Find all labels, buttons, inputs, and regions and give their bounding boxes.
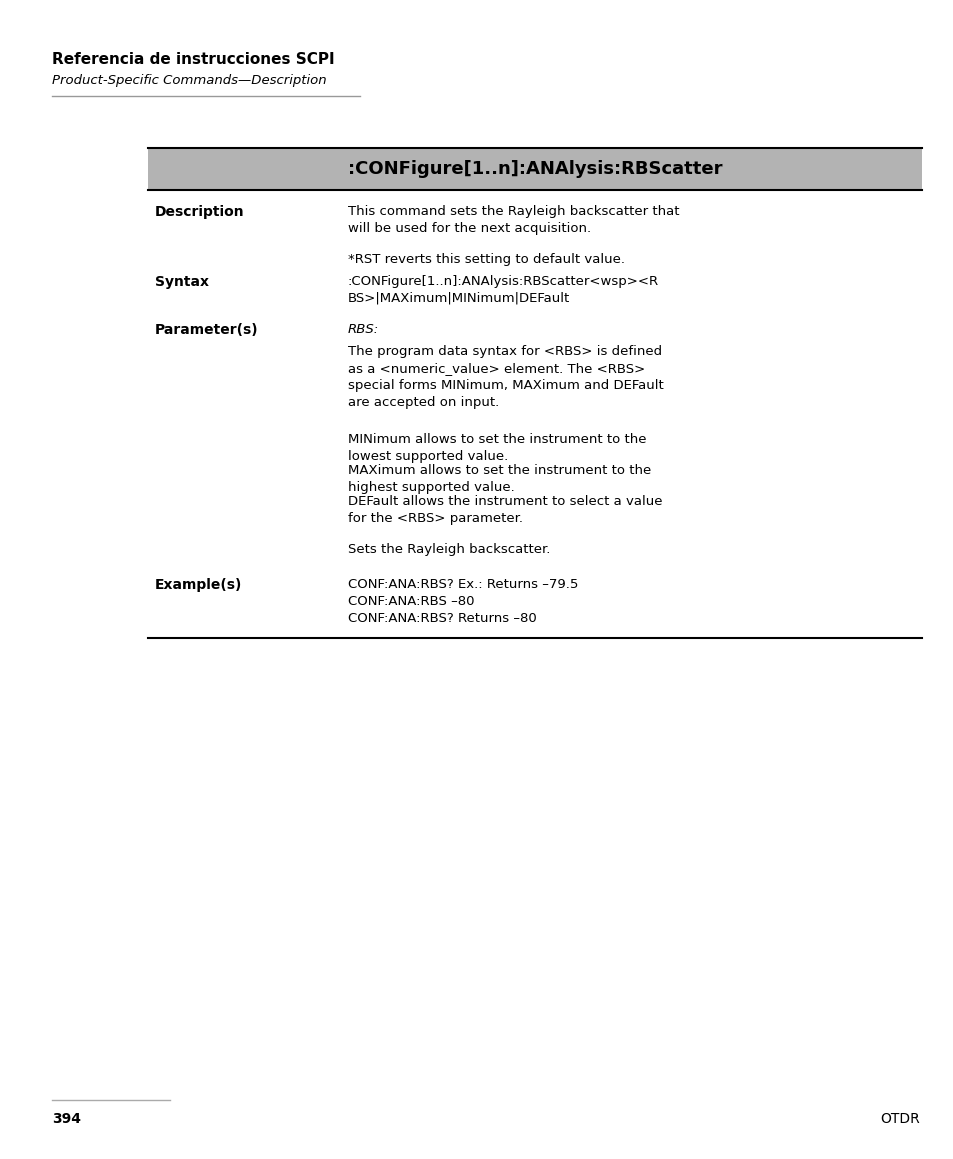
- Text: CONF:ANA:RBS? Ex.: Returns –79.5: CONF:ANA:RBS? Ex.: Returns –79.5: [348, 578, 578, 591]
- Text: This command sets the Rayleigh backscatter that: This command sets the Rayleigh backscatt…: [348, 205, 679, 218]
- Text: BS>|MAXimum|MINimum|DEFault: BS>|MAXimum|MINimum|DEFault: [348, 292, 570, 305]
- Text: RBS:: RBS:: [348, 323, 379, 336]
- Text: OTDR: OTDR: [880, 1111, 919, 1127]
- Text: special forms MINimum, MAXimum and DEFault: special forms MINimum, MAXimum and DEFau…: [348, 379, 663, 392]
- Text: :CONFigure[1..n]:ANAlysis:RBScatter<wsp><R: :CONFigure[1..n]:ANAlysis:RBScatter<wsp>…: [348, 275, 659, 287]
- Text: Syntax: Syntax: [154, 275, 209, 289]
- Text: *RST reverts this setting to default value.: *RST reverts this setting to default val…: [348, 253, 624, 267]
- Text: Parameter(s): Parameter(s): [154, 323, 258, 337]
- Text: highest supported value.: highest supported value.: [348, 481, 515, 494]
- Text: will be used for the next acquisition.: will be used for the next acquisition.: [348, 223, 591, 235]
- Text: :CONFigure[1..n]:ANAlysis:RBScatter: :CONFigure[1..n]:ANAlysis:RBScatter: [348, 160, 721, 178]
- Bar: [148, 148, 921, 190]
- Text: The program data syntax for <RBS> is defined: The program data syntax for <RBS> is def…: [348, 345, 661, 358]
- Text: CONF:ANA:RBS? Returns –80: CONF:ANA:RBS? Returns –80: [348, 612, 537, 625]
- Text: DEFault allows the instrument to select a value: DEFault allows the instrument to select …: [348, 495, 661, 508]
- Text: MAXimum allows to set the instrument to the: MAXimum allows to set the instrument to …: [348, 464, 651, 478]
- Text: Sets the Rayleigh backscatter.: Sets the Rayleigh backscatter.: [348, 544, 550, 556]
- Text: Example(s): Example(s): [154, 578, 242, 592]
- Text: as a <numeric_value> element. The <RBS>: as a <numeric_value> element. The <RBS>: [348, 362, 644, 376]
- Text: Referencia de instrucciones SCPI: Referencia de instrucciones SCPI: [52, 52, 335, 67]
- Text: MINimum allows to set the instrument to the: MINimum allows to set the instrument to …: [348, 433, 646, 446]
- Text: Description: Description: [154, 205, 244, 219]
- Text: are accepted on input.: are accepted on input.: [348, 396, 498, 409]
- Text: for the <RBS> parameter.: for the <RBS> parameter.: [348, 512, 522, 525]
- Text: lowest supported value.: lowest supported value.: [348, 450, 508, 462]
- Text: 394: 394: [52, 1111, 81, 1127]
- Text: Product-Specific Commands—Description: Product-Specific Commands—Description: [52, 74, 326, 87]
- Text: CONF:ANA:RBS –80: CONF:ANA:RBS –80: [348, 595, 474, 608]
